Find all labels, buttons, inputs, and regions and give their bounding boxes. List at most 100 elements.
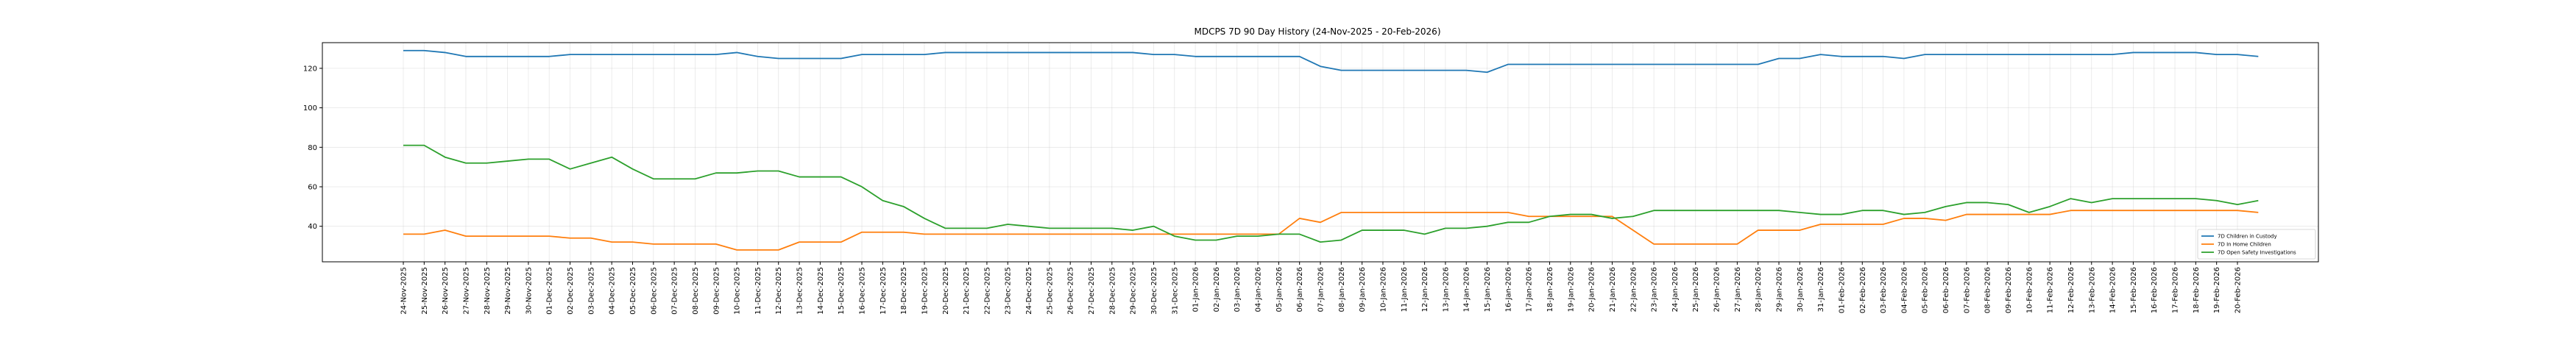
x-tick-label: 13-Jan-2026: [1442, 267, 1450, 312]
plot-frame: [322, 42, 2319, 263]
x-tick-label: 04-Dec-2025: [609, 267, 617, 315]
x-tick-label: 14-Feb-2026: [2109, 267, 2117, 313]
x-tick-label: 23-Dec-2025: [1005, 267, 1013, 315]
x-tick-label: 22-Dec-2025: [983, 267, 991, 315]
x-tick-label: 14-Jan-2026: [1463, 267, 1471, 312]
x-tick-label: 05-Jan-2026: [1275, 267, 1284, 312]
x-tick-label: 07-Dec-2025: [671, 267, 679, 315]
x-tick-label: 05-Feb-2026: [1922, 267, 1930, 313]
x-tick-label: 09-Feb-2026: [2005, 267, 2013, 313]
x-tick-label: 27-Jan-2026: [1734, 267, 1742, 312]
x-tick-label: 21-Jan-2026: [1609, 267, 1617, 312]
x-tick-label: 01-Dec-2025: [546, 267, 554, 315]
x-tick-label: 06-Dec-2025: [650, 267, 658, 315]
x-tick-label: 15-Feb-2026: [2130, 267, 2138, 313]
y-tick-label: 120: [303, 65, 317, 73]
x-tick-label: 26-Dec-2025: [1067, 267, 1075, 315]
x-tick-label: 15-Jan-2026: [1484, 267, 1492, 312]
x-tick-label: 04-Jan-2026: [1255, 267, 1263, 312]
x-tick-label: 18-Feb-2026: [2193, 267, 2201, 313]
x-tick-label: 28-Jan-2026: [1755, 267, 1763, 312]
series-line-1: [403, 49, 2259, 74]
x-tick-label: 16-Feb-2026: [2151, 267, 2159, 313]
legend-label: 7D Open Safety Investigations: [2218, 250, 2296, 256]
legend-box: [2197, 229, 2316, 260]
x-axis: 24-Nov-2025 25-Nov-2025 26-Nov-2025 27-Nov-…: [400, 262, 2243, 315]
x-tick-label: 16-Jan-2026: [1504, 267, 1512, 312]
grid-lines: [322, 43, 2318, 262]
x-tick-label: 22-Jan-2026: [1630, 267, 1638, 312]
y-tick-label: 100: [303, 104, 317, 113]
x-tick-label: 13-Dec-2025: [796, 267, 804, 315]
x-tick-label: 06-Feb-2026: [1942, 267, 1950, 313]
x-tick-label: 19-Jan-2026: [1567, 267, 1575, 312]
x-tick-label: 29-Dec-2025: [1130, 267, 1138, 315]
x-tick-label: 05-Dec-2025: [629, 267, 637, 315]
x-tick-label: 25-Nov-2025: [421, 267, 429, 315]
x-tick-label: 14-Dec-2025: [817, 267, 825, 315]
x-tick-label: 11-Dec-2025: [754, 267, 762, 315]
x-tick-label: 10-Dec-2025: [734, 267, 742, 315]
x-tick-label: 13-Feb-2026: [2088, 267, 2096, 313]
x-tick-label: 10-Jan-2026: [1379, 267, 1387, 312]
x-tick-label: 12-Dec-2025: [775, 267, 783, 315]
x-tick-label: 09-Jan-2026: [1359, 267, 1367, 312]
x-tick-label: 25-Dec-2025: [1046, 267, 1054, 315]
x-tick-label: 20-Feb-2026: [2234, 267, 2243, 313]
x-tick-label: 28-Dec-2025: [1108, 267, 1117, 315]
x-tick-label: 15-Dec-2025: [838, 267, 846, 315]
y-tick-label: 80: [308, 144, 317, 152]
x-tick-label: 04-Feb-2026: [1900, 267, 1908, 313]
x-tick-label: 02-Feb-2026: [1859, 267, 1867, 313]
x-tick-label: 19-Feb-2026: [2213, 267, 2221, 313]
series-line-2: [403, 210, 2259, 251]
x-tick-label: 12-Feb-2026: [2067, 267, 2076, 313]
x-tick-label: 18-Dec-2025: [900, 267, 908, 315]
x-tick-label: 08-Feb-2026: [1984, 267, 1992, 313]
x-tick-label: 31-Dec-2025: [1171, 267, 1179, 315]
legend-label: 7D In Home Children: [2218, 242, 2271, 248]
x-tick-label: 30-Jan-2026: [1797, 267, 1805, 312]
x-tick-label: 12-Jan-2026: [1421, 267, 1429, 312]
x-tick-label: 20-Jan-2026: [1588, 267, 1596, 312]
x-tick-label: 17-Feb-2026: [2172, 267, 2180, 313]
x-tick-label: 30-Nov-2025: [525, 267, 533, 315]
x-tick-label: 10-Feb-2026: [2025, 267, 2034, 313]
y-tick-label: 40: [308, 223, 317, 231]
x-tick-label: 28-Nov-2025: [484, 267, 492, 315]
x-tick-label: 17-Dec-2025: [880, 267, 888, 315]
x-tick-label: 01-Feb-2026: [1838, 267, 1846, 313]
x-tick-label: 03-Feb-2026: [1880, 267, 1888, 313]
x-tick-label: 11-Feb-2026: [2047, 267, 2055, 313]
x-tick-label: 09-Dec-2025: [712, 267, 721, 315]
y-axis: 40 60 80 100 120: [303, 65, 322, 231]
x-tick-label: 31-Jan-2026: [1817, 267, 1825, 312]
x-tick-label: 03-Dec-2025: [587, 267, 595, 315]
chart-title: MDCPS 7D 90 Day History (24-Nov-2025 - 2…: [1194, 26, 1440, 37]
x-tick-label: 27-Dec-2025: [1088, 267, 1096, 315]
x-tick-label: 25-Jan-2026: [1692, 267, 1700, 312]
x-tick-label: 29-Nov-2025: [504, 267, 512, 315]
x-tick-label: 19-Dec-2025: [921, 267, 929, 315]
x-tick-label: 08-Jan-2026: [1338, 267, 1346, 312]
y-tick-label: 60: [308, 183, 317, 191]
x-tick-label: 23-Jan-2026: [1651, 267, 1659, 312]
x-tick-label: 20-Dec-2025: [942, 267, 950, 315]
x-tick-label: 02-Dec-2025: [567, 267, 575, 315]
x-tick-label: 07-Feb-2026: [1963, 267, 1971, 313]
x-tick-label: 27-Nov-2025: [462, 267, 470, 315]
x-tick-label: 08-Dec-2025: [692, 267, 700, 315]
x-tick-label: 26-Jan-2026: [1713, 267, 1722, 312]
x-tick-label: 18-Jan-2026: [1546, 267, 1554, 312]
x-tick-label: 29-Jan-2026: [1776, 267, 1784, 312]
x-tick-label: 16-Dec-2025: [859, 267, 867, 315]
x-tick-label: 06-Jan-2026: [1296, 267, 1304, 312]
x-tick-label: 01-Jan-2026: [1192, 267, 1200, 312]
x-tick-label: 07-Jan-2026: [1317, 267, 1326, 312]
x-tick-label: 26-Nov-2025: [442, 267, 450, 315]
series-lines: [403, 49, 2259, 251]
x-tick-label: 30-Dec-2025: [1150, 267, 1158, 315]
x-tick-label: 11-Jan-2026: [1401, 267, 1409, 312]
